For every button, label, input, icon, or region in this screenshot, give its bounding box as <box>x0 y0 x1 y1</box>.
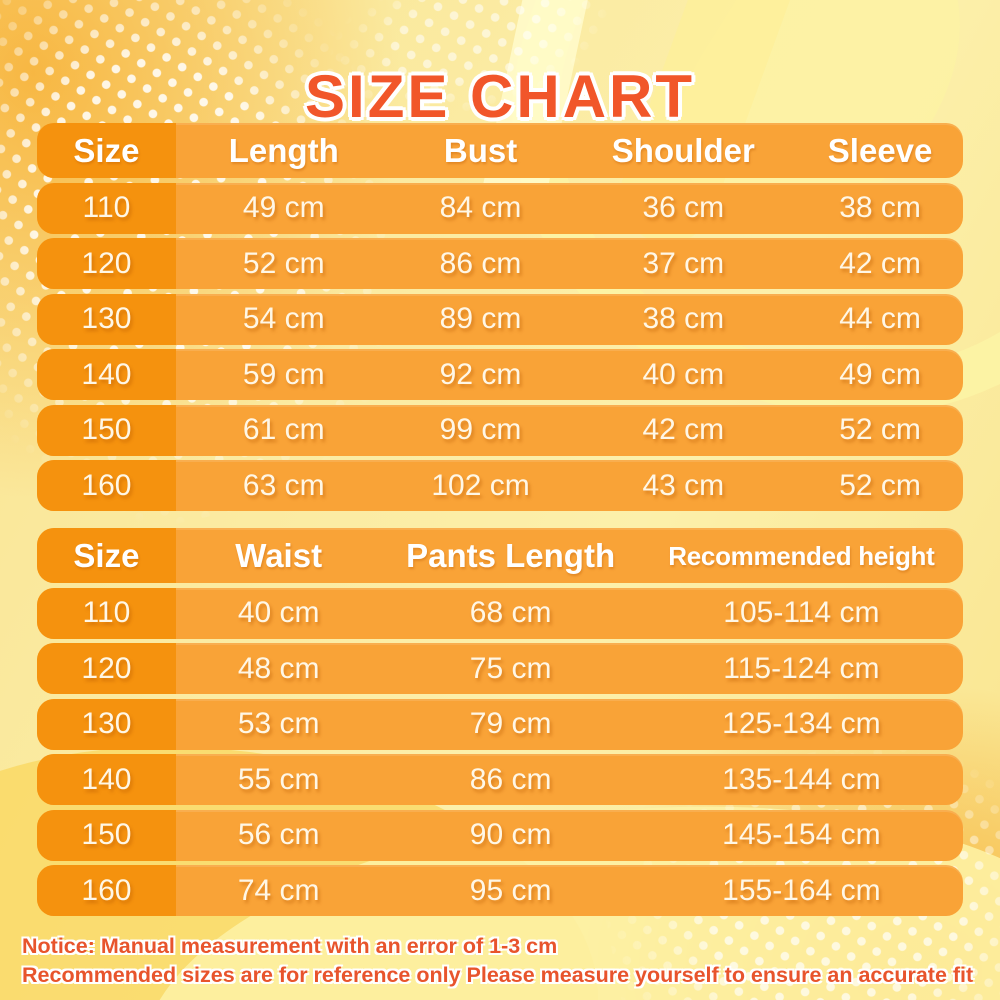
table-cell: 42 cm <box>642 413 725 446</box>
table-cell: 160 <box>37 460 176 511</box>
table-cell: 40 cm <box>237 596 320 629</box>
table-cell: 68 cm <box>469 596 552 629</box>
column-header-recommended-height: Recommended height <box>668 540 935 571</box>
table-cell: 150 <box>37 404 176 456</box>
table-cell: 38 cm <box>642 302 725 335</box>
table-cell: 120 <box>37 643 176 694</box>
table-cell: 42 cm <box>839 246 921 280</box>
table-row: 110 40 cm 68 cm 105-114 cm <box>37 587 963 639</box>
table-cell: 160 <box>37 865 176 916</box>
table-header-row: Size Waist Pants Length Recommended heig… <box>37 528 963 583</box>
table-cell: 140 <box>37 349 176 400</box>
page-title: SIZE CHART <box>305 63 695 131</box>
column-header-waist: Waist <box>235 537 323 574</box>
table-cell: 105-114 cm <box>723 596 880 629</box>
table-cell: 53 cm <box>237 707 320 740</box>
column-header-bust: Bust <box>443 132 518 169</box>
table-row: 130 54 cm 89 cm 38 cm 44 cm <box>37 293 963 345</box>
table-cell: 102 cm <box>431 468 530 502</box>
table-cell: 49 cm <box>839 357 921 391</box>
table-cell: 120 <box>37 238 176 289</box>
table-row: 160 74 cm 95 cm 155-164 cm <box>37 865 963 916</box>
table-cell: 110 <box>37 182 176 234</box>
table-header-row: Size Length Bust Shoulder Sleeve <box>37 123 963 178</box>
notice-line-2: Recommended sizes are for reference only… <box>22 963 974 987</box>
column-header-sleeve: Sleeve <box>827 132 933 169</box>
table-cell: 49 cm <box>242 191 325 224</box>
table-row: 160 63 cm 102 cm 43 cm 52 cm <box>37 460 963 511</box>
table-cell: 44 cm <box>839 302 921 335</box>
table-row: 140 55 cm 86 cm 135-144 cm <box>37 754 963 805</box>
column-header-length: Length <box>228 132 339 169</box>
table-cell: 79 cm <box>469 707 552 740</box>
table-row: 130 53 cm 79 cm 125-134 cm <box>37 698 963 750</box>
table-cell: 89 cm <box>439 302 522 335</box>
table-cell: 150 <box>37 809 176 861</box>
column-header-shoulder: Shoulder <box>611 132 755 169</box>
table-row: 140 59 cm 92 cm 40 cm 49 cm <box>37 349 963 400</box>
table-row: 150 56 cm 90 cm 145-154 cm <box>37 809 963 861</box>
table-cell: 61 cm <box>242 413 325 446</box>
table-cell: 74 cm <box>237 873 320 907</box>
table-cell: 52 cm <box>839 413 921 446</box>
table-cell: 145-154 cm <box>722 818 881 851</box>
table-cell: 125-134 cm <box>722 707 881 740</box>
column-header-pants-length: Pants Length <box>406 537 616 574</box>
notice-line-1: Notice: Manual measurement with an error… <box>22 934 558 958</box>
table-cell: 38 cm <box>839 191 921 224</box>
table-cell: 110 <box>37 587 176 639</box>
column-header-size: Size <box>37 123 176 178</box>
table-cell: 37 cm <box>642 246 725 280</box>
table-cell: 95 cm <box>469 873 552 907</box>
table-cell: 63 cm <box>242 468 325 502</box>
table-cell: 55 cm <box>237 762 320 796</box>
table-row: 120 52 cm 86 cm 37 cm 42 cm <box>37 238 963 289</box>
table-cell: 56 cm <box>237 818 320 851</box>
table-cell: 52 cm <box>242 246 325 280</box>
table-cell: 155-164 cm <box>722 873 881 907</box>
table-cell: 140 <box>37 754 176 805</box>
table-cell: 36 cm <box>642 191 725 224</box>
table-cell: 86 cm <box>469 762 552 796</box>
size-table-bottom: Size Waist Pants Length Recommended heig… <box>37 528 963 921</box>
table-cell: 43 cm <box>642 468 725 502</box>
table-cell: 52 cm <box>839 468 921 502</box>
table-cell: 59 cm <box>242 357 325 391</box>
table-cell: 54 cm <box>242 302 325 335</box>
notice-block: Notice: Manual measurement with an error… <box>22 934 992 992</box>
table-cell: 84 cm <box>439 191 522 224</box>
table-cell: 40 cm <box>642 357 725 391</box>
column-header-size: Size <box>37 528 176 583</box>
table-cell: 130 <box>37 698 176 750</box>
table-cell: 130 <box>37 293 176 345</box>
table-cell: 90 cm <box>469 818 552 851</box>
table-cell: 92 cm <box>439 357 522 391</box>
table-cell: 135-144 cm <box>722 762 881 796</box>
size-table-top: Size Length Bust Shoulder Sleeve 110 49 c… <box>37 123 963 516</box>
table-cell: 115-124 cm <box>723 651 880 685</box>
table-row: 110 49 cm 84 cm 36 cm 38 cm <box>37 182 963 234</box>
table-cell: 48 cm <box>237 651 320 685</box>
table-cell: 86 cm <box>439 246 522 280</box>
table-cell: 99 cm <box>439 413 522 446</box>
table-row: 120 48 cm 75 cm 115-124 cm <box>37 643 963 694</box>
table-cell: 75 cm <box>469 651 552 685</box>
table-row: 150 61 cm 99 cm 42 cm 52 cm <box>37 404 963 456</box>
